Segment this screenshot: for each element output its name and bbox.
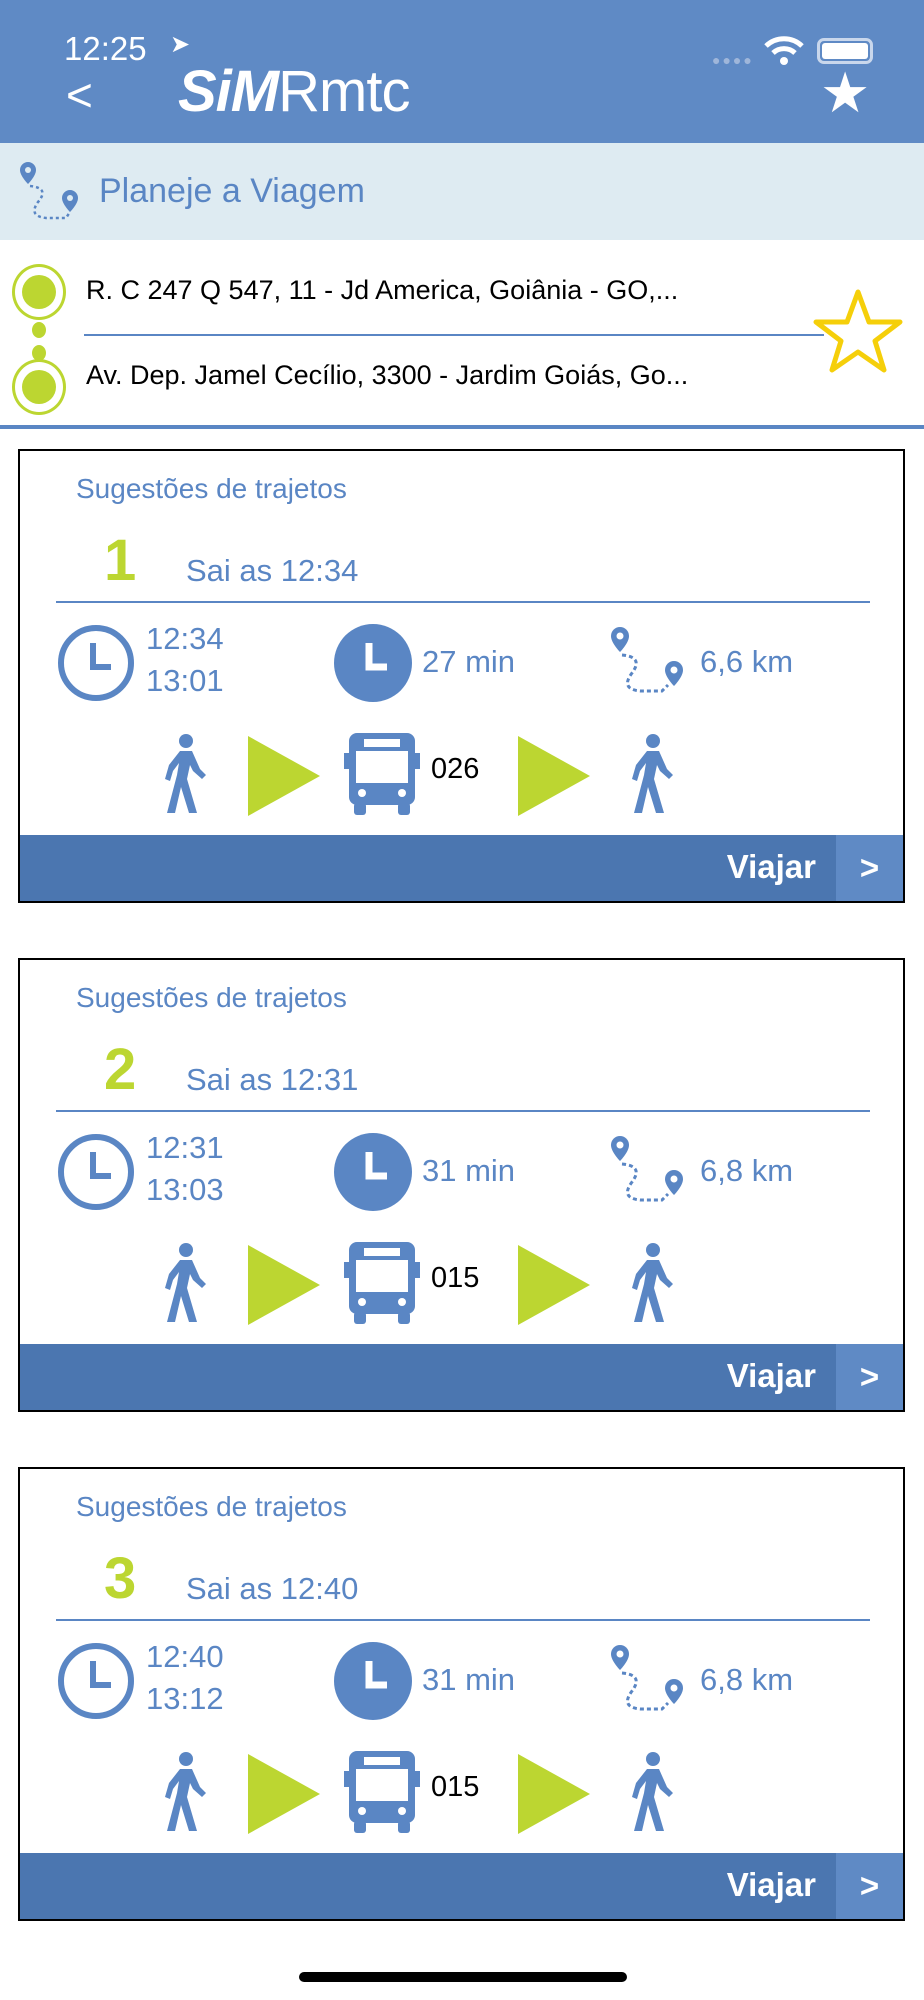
favorites-star-icon[interactable]: ★: [820, 61, 871, 124]
distance: 6,8 km: [700, 1153, 794, 1188]
nav-bar: [0, 0, 924, 143]
end-time: 13:12: [146, 1681, 224, 1716]
divider: [56, 1110, 870, 1112]
chevron-right-icon[interactable]: >: [836, 1853, 903, 1919]
divider: [84, 334, 824, 336]
route-number: 1: [104, 528, 137, 593]
card-title: Sugestões de trajetos: [76, 982, 347, 1013]
route-number: 2: [104, 1037, 137, 1102]
route-icon: [20, 162, 78, 220]
logo-bold: SiM: [178, 59, 279, 124]
distance: 6,8 km: [700, 1662, 794, 1697]
status-time: 12:25: [64, 30, 147, 67]
distance: 6,6 km: [700, 644, 794, 679]
location-arrow-icon: ➤: [170, 31, 191, 58]
bus-icon: [342, 1242, 422, 1329]
clock-outline-icon: [56, 1641, 136, 1726]
arrow-right-icon: [518, 736, 590, 821]
card-title: Sugestões de trajetos: [76, 1491, 347, 1522]
walk-icon: [623, 733, 679, 818]
origin-marker-icon: [12, 264, 66, 320]
card-title: Sugestões de trajetos: [76, 473, 347, 504]
chevron-right-icon[interactable]: >: [836, 835, 903, 901]
logo-light: Rmtc: [278, 59, 410, 124]
planner-header: [0, 143, 924, 240]
arrow-right-icon: [248, 1245, 320, 1330]
departure-time: Sai as 12:34: [186, 553, 359, 588]
end-time: 13:03: [146, 1172, 224, 1207]
chevron-right-icon[interactable]: >: [836, 1344, 903, 1410]
bus-line-number: 015: [431, 1771, 480, 1803]
bus-line-number: 026: [431, 753, 480, 785]
destination-field[interactable]: Av. Dep. Jamel Cecílio, 3300 - Jardim Go…: [86, 360, 689, 390]
clock-outline-icon: [56, 1132, 136, 1217]
route-card[interactable]: Sugestões de trajetos 3 Sai as 12:40 12:…: [18, 1467, 905, 1921]
divider: [56, 1619, 870, 1621]
signal-icon: ●●●●: [712, 52, 754, 68]
connector-dot: [32, 345, 46, 361]
app-logo: SiMRmtc: [178, 58, 410, 125]
route-card[interactable]: Sugestões de trajetos 2 Sai as 12:31 12:…: [18, 958, 905, 1412]
route-distance-icon: [610, 1645, 690, 1730]
arrow-right-icon: [518, 1754, 590, 1839]
duration: 27 min: [422, 644, 516, 679]
duration: 31 min: [422, 1153, 516, 1188]
route-distance-icon: [610, 1136, 690, 1221]
travel-label: Viajar: [726, 1866, 816, 1903]
clock-filled-icon: [333, 623, 413, 708]
bus-icon: [342, 733, 422, 820]
route-distance-icon: [610, 627, 690, 712]
walk-icon: [623, 1751, 679, 1836]
walk-icon: [623, 1242, 679, 1327]
start-time: 12:34: [146, 621, 224, 656]
travel-button[interactable]: Viajar >: [20, 835, 903, 901]
end-time: 13:01: [146, 663, 224, 698]
wifi-icon: [764, 36, 804, 65]
travel-label: Viajar: [726, 848, 816, 885]
back-button[interactable]: <: [66, 69, 93, 121]
favorite-star-icon[interactable]: [812, 286, 904, 376]
travel-button[interactable]: Viajar >: [20, 1344, 903, 1410]
connector-dot: [32, 322, 46, 338]
planner-title: Planeje a Viagem: [99, 172, 365, 210]
divider: [56, 601, 870, 603]
arrow-right-icon: [248, 736, 320, 821]
divider: [0, 425, 924, 429]
departure-time: Sai as 12:40: [186, 1571, 359, 1606]
battery-icon: [817, 38, 873, 64]
clock-filled-icon: [333, 1132, 413, 1217]
start-time: 12:40: [146, 1639, 224, 1674]
arrow-right-icon: [518, 1245, 590, 1330]
arrow-right-icon: [248, 1754, 320, 1839]
clock-filled-icon: [333, 1641, 413, 1726]
walk-icon: [156, 733, 212, 818]
travel-label: Viajar: [726, 1357, 816, 1394]
walk-icon: [156, 1751, 212, 1836]
origin-field[interactable]: R. C 247 Q 547, 11 - Jd America, Goiânia…: [86, 275, 679, 305]
home-indicator: [299, 1972, 627, 1982]
destination-marker-icon: [12, 359, 66, 415]
start-time: 12:31: [146, 1130, 224, 1165]
departure-time: Sai as 12:31: [186, 1062, 359, 1097]
duration: 31 min: [422, 1662, 516, 1697]
route-number: 3: [104, 1546, 137, 1611]
walk-icon: [156, 1242, 212, 1327]
bus-line-number: 015: [431, 1262, 480, 1294]
travel-button[interactable]: Viajar >: [20, 1853, 903, 1919]
route-card[interactable]: Sugestões de trajetos 1 Sai as 12:34 12:…: [18, 449, 905, 903]
bus-icon: [342, 1751, 422, 1838]
clock-outline-icon: [56, 623, 136, 708]
